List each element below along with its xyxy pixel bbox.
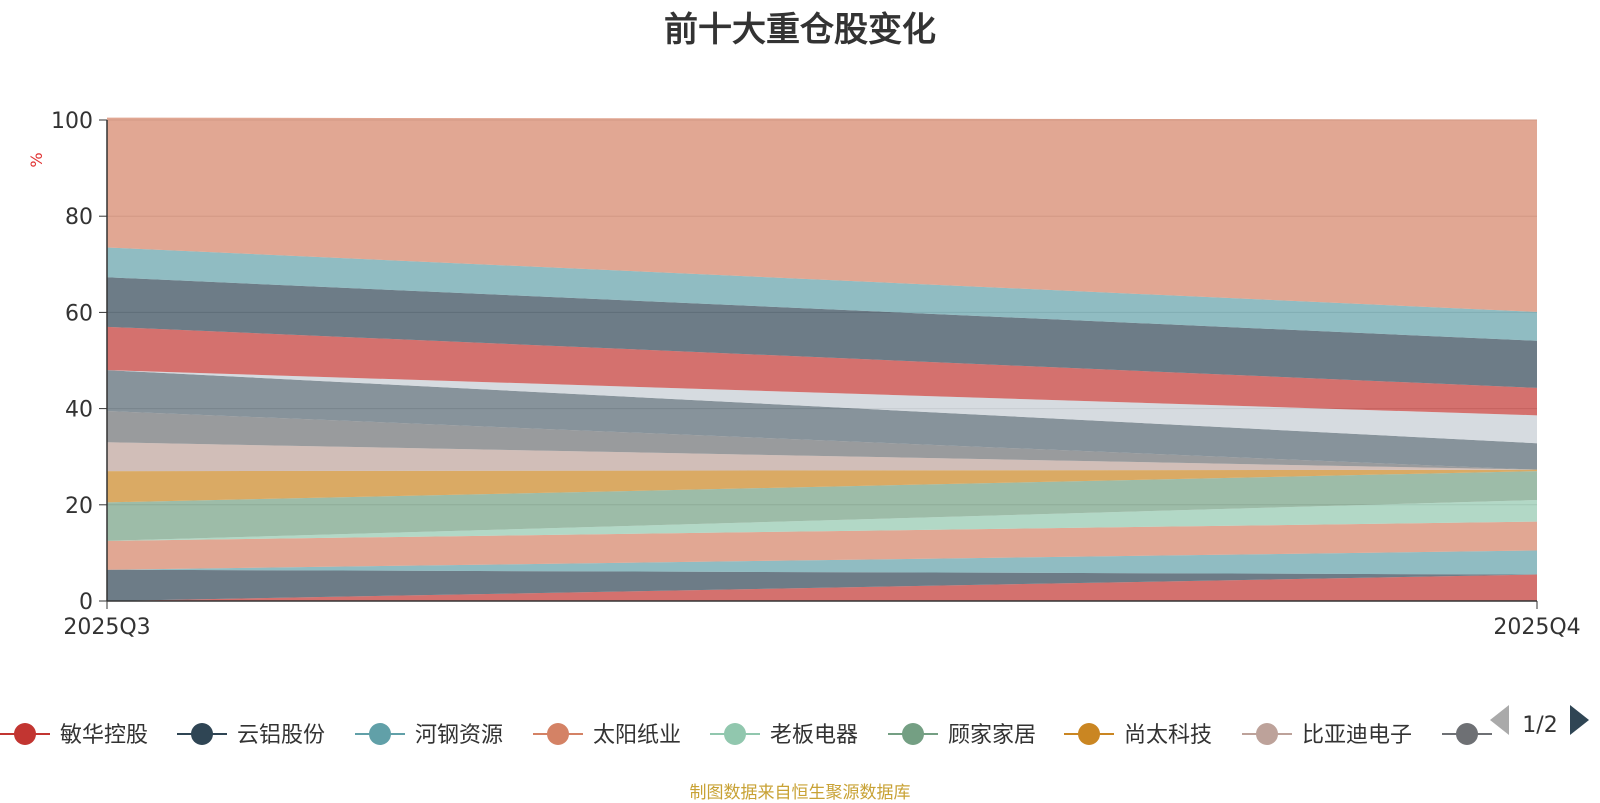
- area-series-13: [107, 277, 1537, 388]
- legend-label: 敏华控股: [60, 723, 148, 748]
- area-series-3: [107, 550, 1537, 575]
- y-tick-label: 20: [65, 494, 93, 519]
- legend-label: 老板电器: [770, 723, 858, 748]
- legend-dot-icon: [724, 723, 746, 745]
- legend-item[interactable]: 顾家家居: [888, 723, 1036, 748]
- legend-item[interactable]: 太阳纸业: [533, 723, 681, 748]
- legend-item[interactable]: 河钢资源: [355, 723, 503, 748]
- area-series-2: [107, 569, 1537, 601]
- legend-label: 尚太科技: [1124, 723, 1212, 748]
- legend-label: 顾家家居: [948, 723, 1036, 748]
- source-note: 制图数据来自恒生聚源数据库: [689, 783, 911, 803]
- x-tick-label: 2025Q3: [63, 615, 150, 640]
- area-series-7: [107, 469, 1537, 503]
- area-series-15: [107, 117, 1537, 312]
- y-axis-unit-label: %: [27, 152, 46, 167]
- y-tick-label: 40: [65, 398, 93, 423]
- y-tick-label: 80: [65, 205, 93, 230]
- area-series-14: [107, 247, 1537, 341]
- area-series-11: [107, 370, 1537, 444]
- legend-dot-icon: [191, 723, 213, 745]
- y-tick-label: 0: [79, 590, 93, 615]
- legend-dot-icon: [369, 723, 391, 745]
- area-series-4: [107, 521, 1537, 570]
- x-tick-label: 2025Q4: [1493, 615, 1580, 640]
- legend-dot-icon: [1078, 723, 1100, 745]
- legend-item[interactable]: 老板电器: [710, 723, 858, 748]
- area-series-1: [107, 574, 1537, 601]
- legend-dot-icon: [547, 723, 569, 745]
- chart-title: 前十大重仓股变化: [664, 10, 936, 50]
- area-series-12: [107, 326, 1537, 416]
- legend-dot-icon: [14, 723, 36, 745]
- legend-label: 云铝股份: [237, 723, 325, 748]
- legend-pagination: 1/2: [1490, 705, 1589, 738]
- legend-label: 比亚迪电子: [1302, 723, 1412, 748]
- legend: 敏华控股 云铝股份 河钢资源 太阳纸业 老板电器 顾家家居 尚太科技 比亚迪电子: [0, 723, 1492, 748]
- legend-item[interactable]: [1442, 723, 1492, 745]
- y-tick-label: 100: [51, 109, 93, 134]
- legend-label: 太阳纸业: [593, 723, 681, 748]
- legend-dot-icon: [1456, 723, 1478, 745]
- y-tick-label: 60: [65, 301, 93, 326]
- area-series-8: [107, 442, 1537, 472]
- legend-dot-icon: [902, 723, 924, 745]
- axes: 0 20 40 60 80 100 2025Q3 2025Q4: [51, 109, 1581, 640]
- triangle-left-icon[interactable]: [1490, 705, 1509, 735]
- stacked-areas: [107, 117, 1537, 601]
- legend-item[interactable]: 尚太科技: [1064, 723, 1212, 748]
- legend-label: 河钢资源: [415, 723, 503, 748]
- legend-item[interactable]: 比亚迪电子: [1242, 723, 1412, 748]
- area-series-10: [107, 370, 1537, 470]
- area-series-6: [107, 471, 1537, 541]
- legend-page-indicator: 1/2: [1522, 713, 1557, 738]
- legend-item[interactable]: 敏华控股: [0, 723, 148, 748]
- triangle-right-icon[interactable]: [1570, 705, 1589, 735]
- legend-item[interactable]: 云铝股份: [177, 723, 325, 748]
- legend-dot-icon: [1256, 723, 1278, 745]
